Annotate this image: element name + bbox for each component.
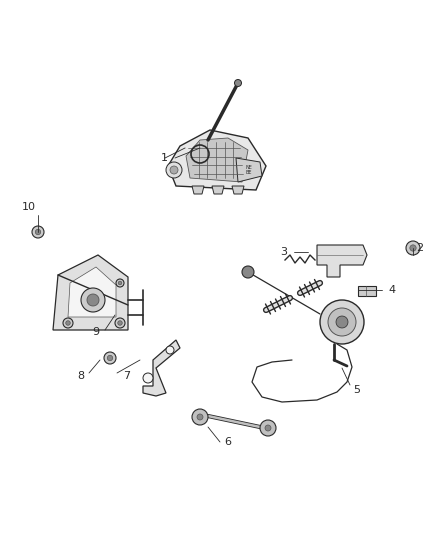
Text: 10: 10 — [22, 202, 36, 212]
Circle shape — [87, 294, 99, 306]
Polygon shape — [212, 186, 224, 194]
Circle shape — [197, 414, 203, 420]
Circle shape — [32, 226, 44, 238]
Circle shape — [242, 266, 254, 278]
Circle shape — [170, 166, 178, 174]
Circle shape — [118, 281, 122, 285]
Circle shape — [81, 288, 105, 312]
Polygon shape — [236, 158, 262, 182]
Polygon shape — [317, 245, 367, 277]
Circle shape — [192, 409, 208, 425]
Circle shape — [118, 321, 122, 325]
Circle shape — [35, 229, 41, 235]
FancyBboxPatch shape — [358, 286, 376, 296]
Polygon shape — [186, 138, 248, 182]
Circle shape — [320, 300, 364, 344]
Polygon shape — [168, 130, 266, 190]
Text: 6: 6 — [225, 437, 232, 447]
Text: 5: 5 — [353, 385, 360, 395]
Text: 1: 1 — [160, 153, 167, 163]
Text: 9: 9 — [92, 327, 99, 337]
Polygon shape — [192, 186, 204, 194]
Polygon shape — [68, 267, 116, 317]
Circle shape — [166, 162, 182, 178]
Circle shape — [260, 420, 276, 436]
Text: 7: 7 — [124, 371, 131, 381]
Polygon shape — [143, 340, 180, 396]
Text: 4: 4 — [389, 285, 396, 295]
Circle shape — [104, 352, 116, 364]
Circle shape — [410, 245, 416, 251]
Circle shape — [63, 318, 73, 328]
Circle shape — [115, 318, 125, 328]
Text: 3: 3 — [280, 247, 287, 257]
Circle shape — [107, 356, 113, 361]
Circle shape — [328, 308, 356, 336]
Circle shape — [336, 316, 348, 328]
Circle shape — [166, 346, 174, 354]
Polygon shape — [232, 186, 244, 194]
Circle shape — [265, 425, 271, 431]
Text: NE
BE: NE BE — [246, 165, 252, 175]
Text: 2: 2 — [417, 243, 424, 253]
Polygon shape — [53, 255, 128, 330]
Circle shape — [406, 241, 420, 255]
Circle shape — [66, 321, 70, 325]
Text: 8: 8 — [78, 371, 85, 381]
Circle shape — [143, 373, 153, 383]
Circle shape — [116, 279, 124, 287]
Circle shape — [234, 79, 241, 86]
